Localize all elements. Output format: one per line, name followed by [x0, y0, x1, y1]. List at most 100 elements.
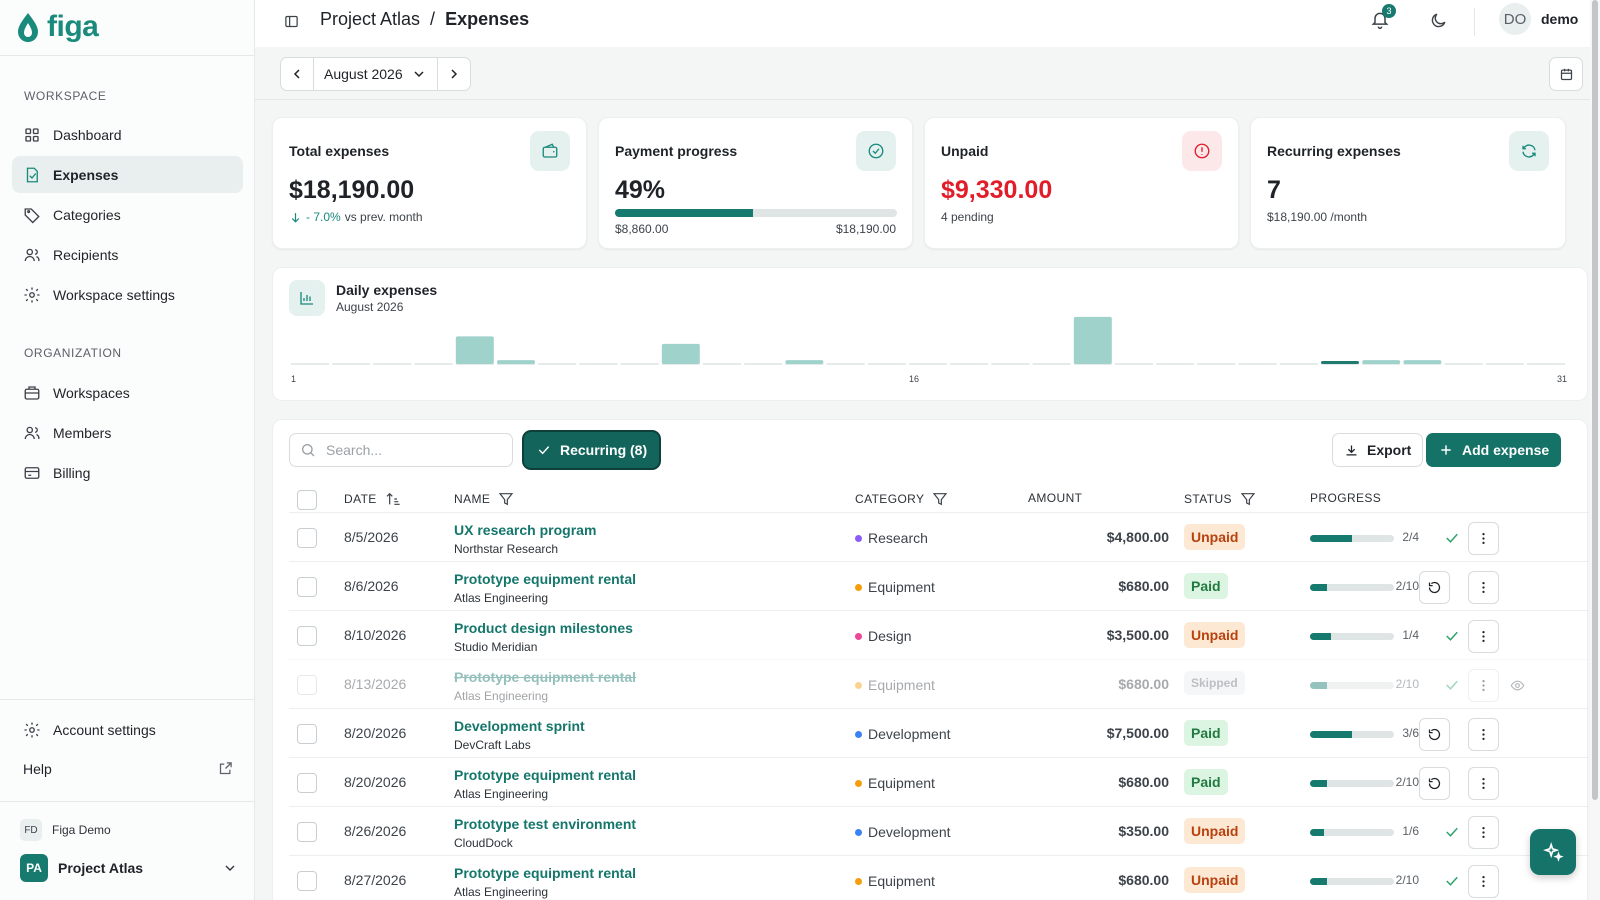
column-header-date[interactable]: DATE — [344, 491, 401, 507]
calendar-button[interactable] — [1549, 57, 1583, 91]
column-header-category[interactable]: CATEGORY — [855, 491, 948, 507]
mark-paid-check-icon[interactable] — [1443, 627, 1461, 645]
user-menu[interactable]: DO demo — [1499, 3, 1578, 35]
row-menu-button[interactable] — [1468, 816, 1499, 849]
chart-bar-day-13[interactable] — [785, 360, 824, 364]
row-checkbox[interactable] — [297, 871, 317, 891]
sidebar-toggle-icon[interactable] — [284, 14, 299, 29]
column-header-name[interactable]: NAME — [454, 491, 514, 507]
row-menu-button[interactable] — [1468, 522, 1499, 555]
sidebar-item-workspace-settings[interactable]: Workspace settings — [12, 276, 243, 313]
category-label: Equipment — [868, 677, 935, 693]
breadcrumb: Project Atlas / Expenses — [320, 9, 529, 30]
row-checkbox[interactable] — [297, 675, 317, 695]
table-row[interactable]: 8/26/2026 Prototype test environment Cloud… — [289, 806, 1589, 856]
chart-bar-day-26[interactable] — [1321, 361, 1359, 364]
table-row[interactable]: 8/20/2026 Prototype equipment rental Atlas… — [289, 757, 1589, 807]
sidebar-item-expenses[interactable]: Expenses — [12, 156, 243, 193]
chart-bar-day-28[interactable] — [1403, 360, 1442, 364]
ai-assistant-button[interactable] — [1530, 829, 1576, 875]
mark-unpaid-button[interactable] — [1419, 767, 1450, 800]
chart-bar-day-27[interactable] — [1362, 360, 1401, 364]
row-menu-button[interactable] — [1468, 767, 1499, 800]
app-logo[interactable]: figa — [15, 10, 99, 44]
row-expense-name[interactable]: Prototype equipment rental — [454, 865, 637, 881]
table-row[interactable]: 8/20/2026 Development sprint DevCraft Labs… — [289, 708, 1589, 758]
mark-paid-check-icon[interactable] — [1443, 872, 1461, 890]
row-expense-name[interactable]: Prototype equipment rental — [454, 571, 637, 587]
sidebar-item-label: Dashboard — [53, 126, 122, 143]
select-all-checkbox[interactable] — [297, 490, 317, 510]
download-icon — [1346, 445, 1357, 455]
notifications-button[interactable]: 3 — [1370, 4, 1396, 32]
chart-bar-day-6[interactable] — [497, 360, 535, 364]
search-input[interactable] — [326, 442, 496, 458]
column-header-progress: PROGRESS — [1310, 491, 1381, 505]
breadcrumb-project[interactable]: Project Atlas — [320, 9, 421, 29]
notification-count-badge: 3 — [1382, 4, 1396, 18]
chart-bar-day-10[interactable] — [661, 343, 700, 364]
table-row[interactable]: 8/10/2026 Product design milestones Studio… — [289, 610, 1589, 660]
row-expense-name[interactable]: Development sprint — [454, 718, 585, 734]
row-expense-name[interactable]: Prototype test environment — [454, 816, 637, 832]
sidebar-item-recipients[interactable]: Recipients — [12, 236, 243, 273]
eye-icon — [1510, 680, 1525, 691]
row-menu-button[interactable] — [1468, 865, 1499, 898]
row-checkbox[interactable] — [297, 577, 317, 597]
sidebar-item-label: Recipients — [53, 246, 119, 263]
column-header-status[interactable]: STATUS — [1184, 491, 1256, 507]
show-row-button[interactable] — [1502, 669, 1533, 702]
project-switcher[interactable]: PA Project Atlas — [20, 854, 238, 882]
row-checkbox[interactable] — [297, 724, 317, 744]
recurring-filter-button[interactable]: Recurring (8) — [524, 432, 660, 468]
table-row[interactable]: 8/6/2026 Prototype equipment rental Atlas … — [289, 561, 1589, 611]
workspace-section-label: WORKSPACE — [24, 89, 107, 103]
moon-icon[interactable] — [1429, 11, 1448, 30]
row-recipient: Atlas Engineering — [454, 787, 549, 801]
sidebar-item-label: Categories — [53, 206, 121, 223]
chart-baseline-segment — [291, 363, 329, 365]
category-label: Equipment — [868, 775, 935, 791]
export-button[interactable]: Export — [1332, 433, 1424, 467]
row-menu-button[interactable] — [1468, 718, 1499, 751]
sidebar-item-categories[interactable]: Categories — [12, 196, 243, 233]
mark-paid-check-icon[interactable] — [1443, 676, 1461, 694]
row-progress-label: 1/4 — [1402, 628, 1419, 642]
row-menu-button[interactable] — [1468, 669, 1499, 702]
sidebar-item-members[interactable]: Members — [12, 414, 243, 451]
row-checkbox[interactable] — [297, 626, 317, 646]
org-switcher[interactable]: FD Figa Demo — [20, 819, 111, 841]
add-expense-button[interactable]: Add expense — [1426, 433, 1562, 467]
row-recipient: Atlas Engineering — [454, 885, 549, 899]
row-checkbox[interactable] — [297, 528, 317, 548]
chart-bar-day-20[interactable] — [1073, 316, 1112, 364]
row-expense-name[interactable]: Prototype equipment rental — [454, 669, 637, 685]
more-vertical-icon — [1482, 729, 1485, 740]
row-expense-name[interactable]: Prototype equipment rental — [454, 767, 637, 783]
row-menu-button[interactable] — [1468, 571, 1499, 604]
mark-paid-check-icon[interactable] — [1443, 529, 1461, 547]
account-settings-link[interactable]: Account settings — [12, 711, 243, 748]
mark-unpaid-button[interactable] — [1419, 571, 1450, 604]
row-checkbox[interactable] — [297, 822, 317, 842]
row-expense-name[interactable]: UX research program — [454, 522, 597, 538]
help-link[interactable]: Help — [12, 750, 243, 787]
prev-month-button[interactable] — [281, 58, 313, 90]
sidebar-item-dashboard[interactable]: Dashboard — [12, 116, 243, 153]
page-scrollbar[interactable] — [1590, 0, 1600, 900]
mark-unpaid-button[interactable] — [1419, 718, 1450, 751]
month-select[interactable]: August 2026 — [313, 58, 438, 90]
row-menu-button[interactable] — [1468, 620, 1499, 653]
table-row[interactable]: 8/5/2026 UX research program Northstar Res… — [289, 512, 1589, 562]
table-row[interactable]: 8/13/2026 Prototype equipment rental Atlas… — [289, 659, 1589, 709]
next-month-button[interactable] — [438, 58, 470, 90]
chart-bar-day-5[interactable] — [455, 336, 494, 364]
chart-baseline-segment — [1444, 363, 1483, 365]
row-expense-name[interactable]: Product design milestones — [454, 620, 633, 636]
row-checkbox[interactable] — [297, 773, 317, 793]
sidebar-item-billing[interactable]: Billing — [12, 454, 243, 491]
mark-paid-check-icon[interactable] — [1443, 823, 1461, 841]
table-row[interactable]: 8/27/2026 Prototype equipment rental Atlas… — [289, 855, 1589, 900]
scrollbar-thumb[interactable] — [1592, 0, 1598, 800]
sidebar-item-workspaces[interactable]: Workspaces — [12, 374, 243, 411]
